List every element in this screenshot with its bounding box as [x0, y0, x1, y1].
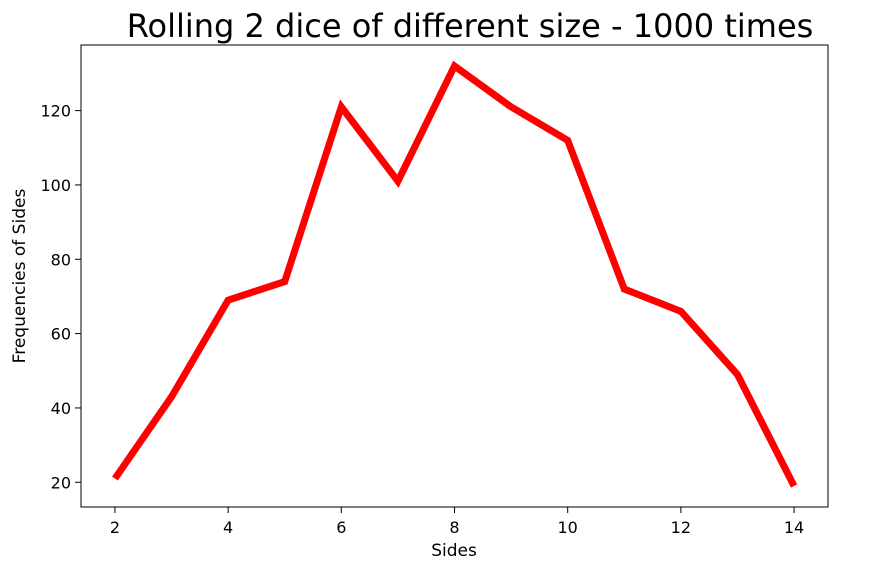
series-line	[112, 60, 798, 488]
x-tick-label: 6	[336, 518, 346, 537]
y-tick-label: 60	[51, 325, 71, 344]
x-tick-label: 4	[223, 518, 233, 537]
chart-title: Rolling 2 dice of different size - 1000 …	[127, 7, 814, 45]
y-tick-label: 80	[51, 250, 71, 269]
y-tick-label: 20	[51, 473, 71, 492]
x-tick-label: 8	[449, 518, 459, 537]
x-tick-label: 10	[558, 518, 578, 537]
plot-area: 20 40 60 80 100 120 2 4 6 8 10 12 14	[40, 44, 829, 537]
y-tick-label: 40	[51, 399, 71, 418]
x-tick-label: 2	[110, 518, 120, 537]
plot-frame	[80, 44, 829, 508]
y-tick-label: 120	[40, 102, 71, 121]
y-axis: 20 40 60 80 100 120	[40, 102, 81, 492]
x-tick-label: 12	[671, 518, 691, 537]
y-axis-label: Frequencies of Sides	[10, 189, 30, 364]
x-axis: 2 4 6 8 10 12 14	[110, 507, 804, 537]
y-tick-label: 100	[40, 176, 71, 195]
x-axis-label: Sides	[431, 541, 477, 561]
x-tick-label: 14	[784, 518, 804, 537]
series-layer	[112, 60, 798, 488]
